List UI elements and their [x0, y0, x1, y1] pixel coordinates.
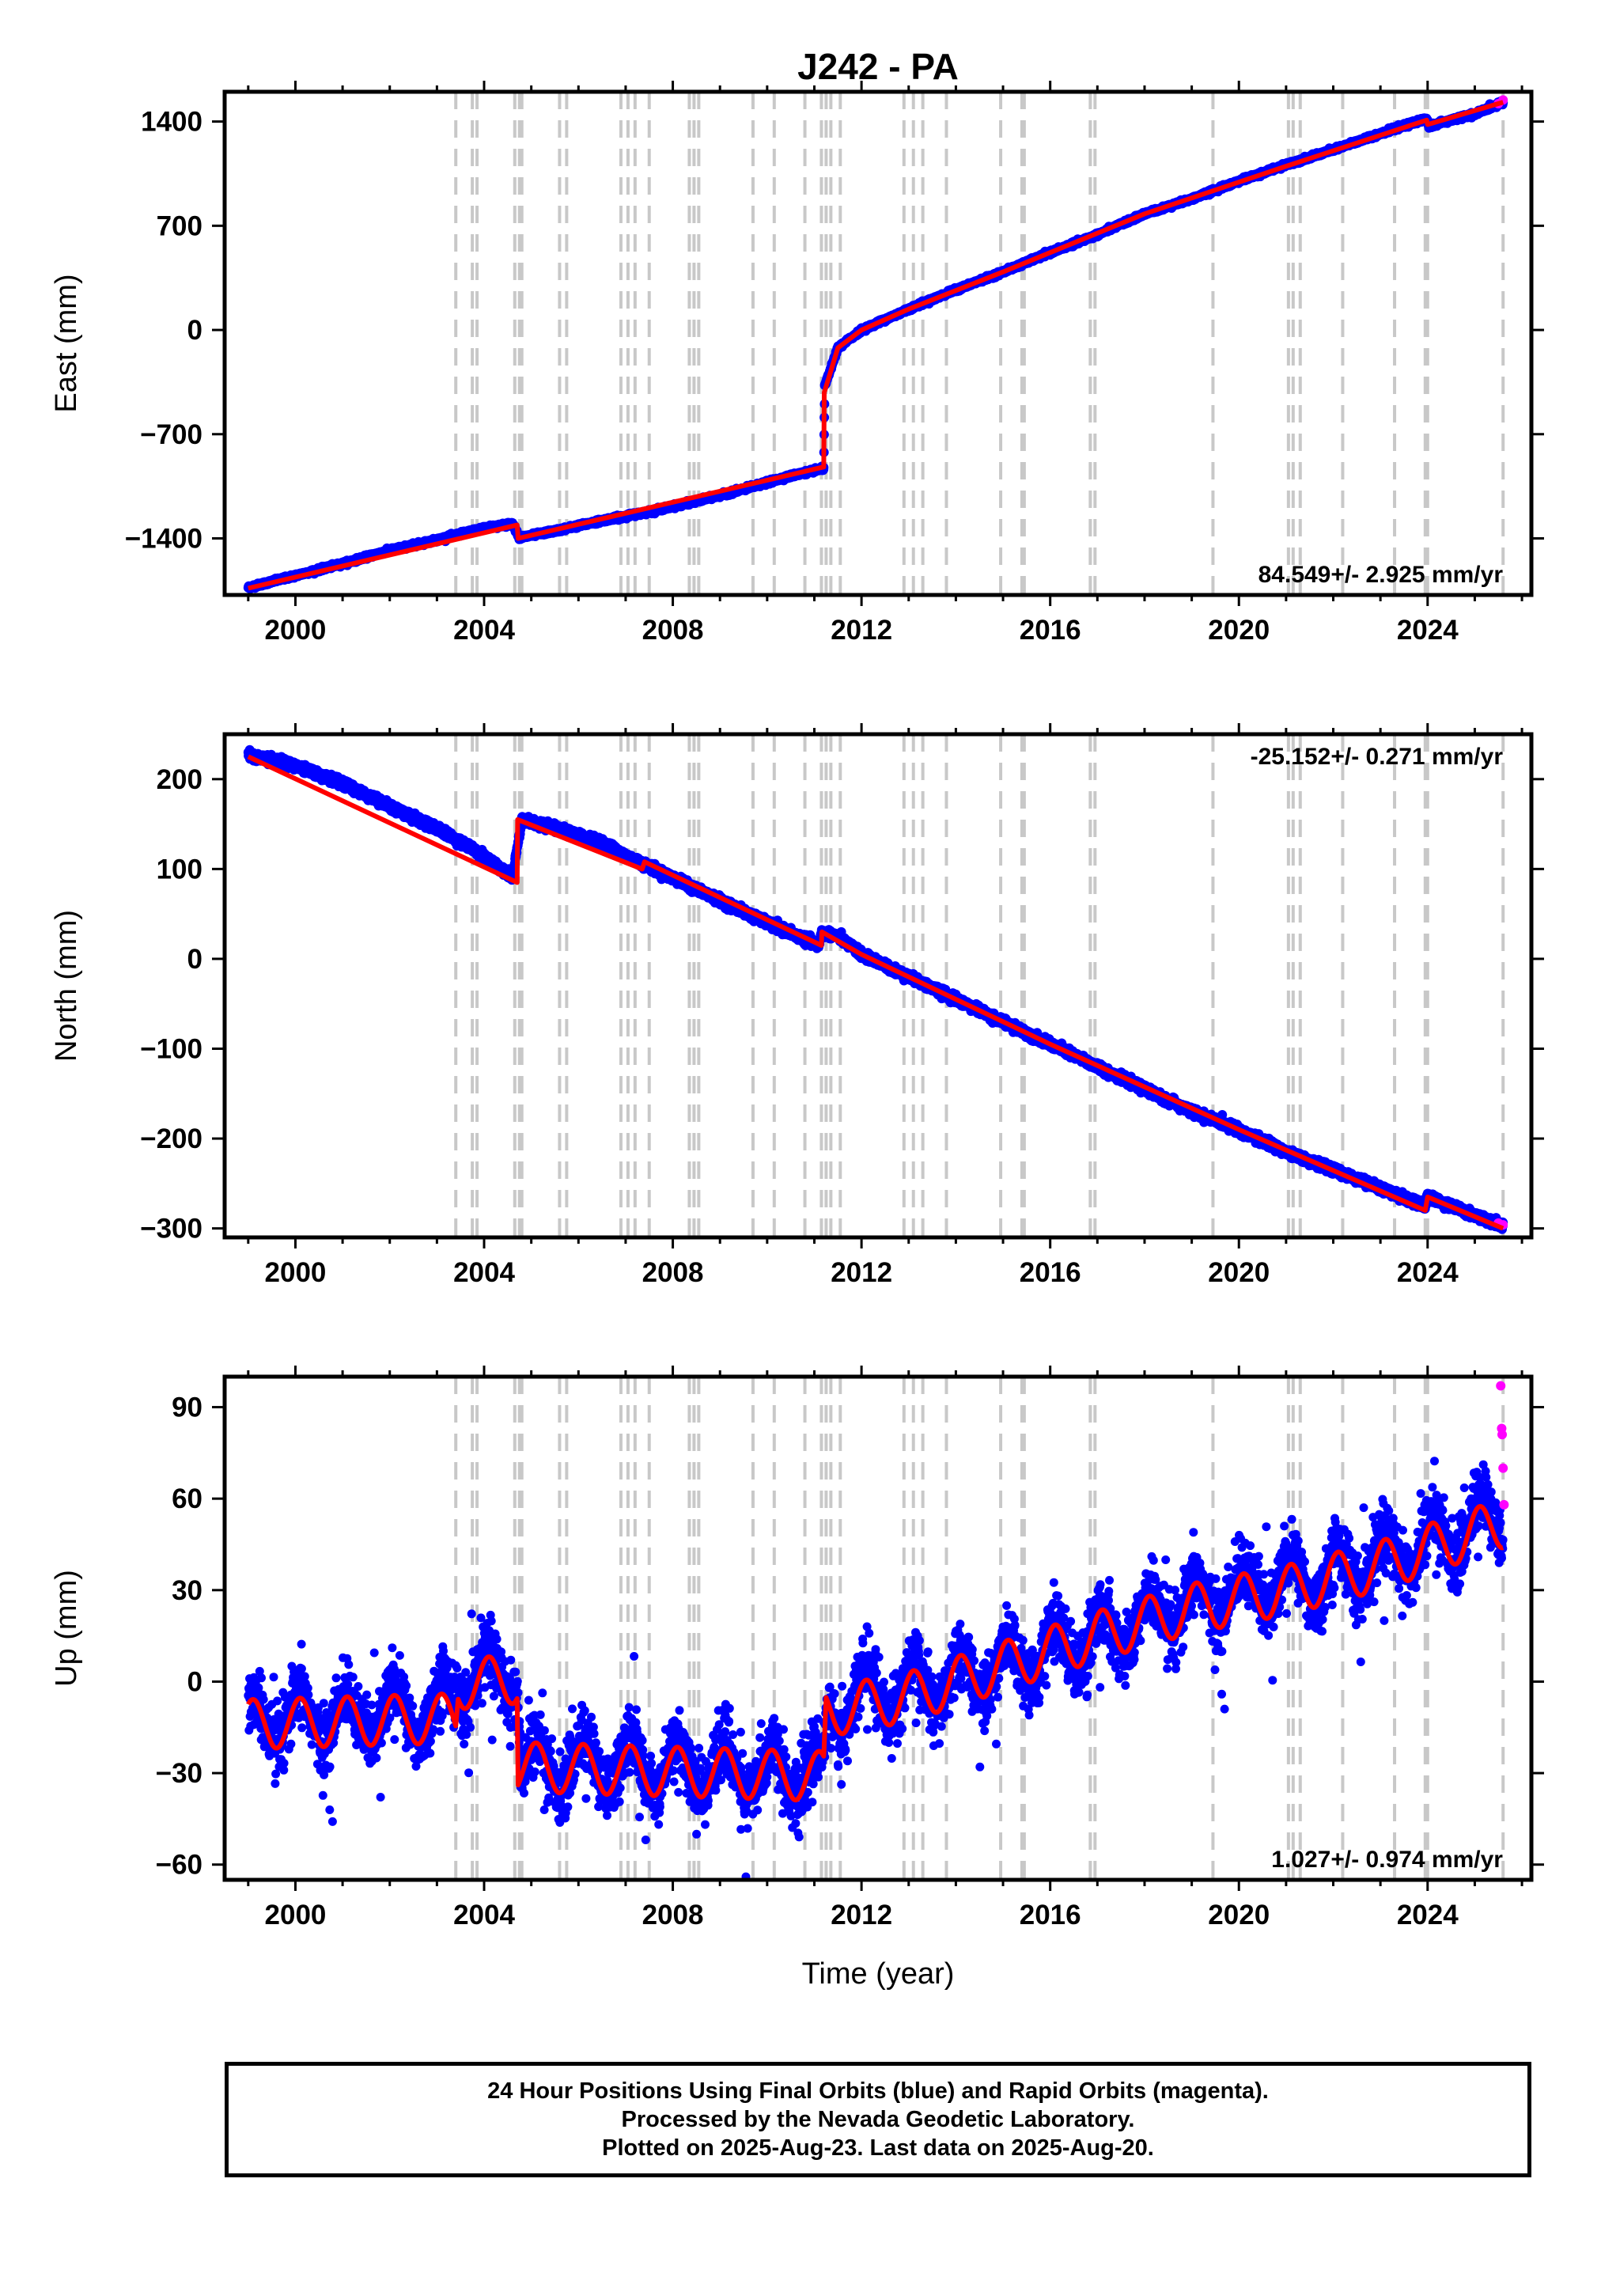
chart-title: J242 - PA: [797, 46, 959, 87]
data-points: [243, 95, 1508, 594]
east-panel: 2000 2004 2008 2012 2016 2020 2024−1400−700070…: [50, 81, 1544, 646]
